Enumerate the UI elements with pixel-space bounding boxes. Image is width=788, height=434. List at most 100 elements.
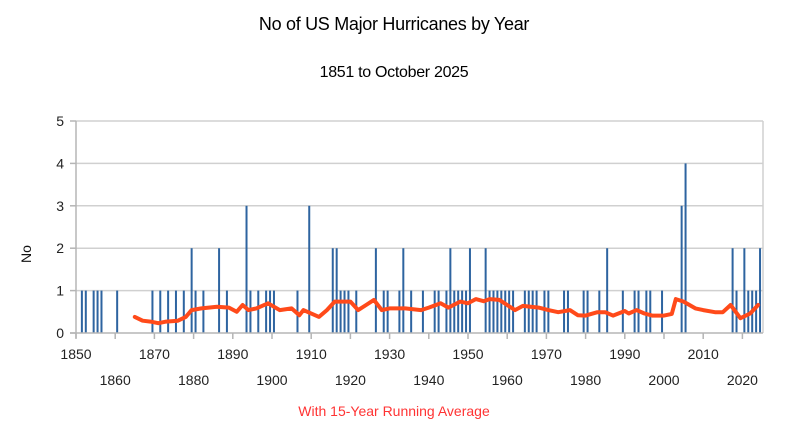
bar [335,248,338,333]
bar [116,290,119,333]
bar [151,290,154,333]
bar [527,290,530,333]
bar [421,290,424,333]
bar [484,248,487,333]
x-tick-label: 1870 [139,346,170,362]
y-tick-label: 0 [56,325,64,341]
bar [339,290,342,333]
bar [386,290,389,333]
bar [488,290,491,333]
bar [92,290,95,333]
running-average-line [132,297,761,326]
bar [457,290,460,333]
bar [257,290,260,333]
bar [437,290,440,333]
y-tick-label: 3 [56,198,64,214]
x-tick-label: 1940 [413,372,444,388]
bar [355,290,358,333]
average-series [132,297,761,326]
axes: 0 1 2 3 4 5 1850 1870 1890 1910 1930 1950 1970 1990 20… [56,113,763,388]
bar [508,290,511,333]
bar [398,290,401,333]
bar [680,205,683,333]
x-tick-label: 2000 [648,372,679,388]
bar [747,290,750,333]
y-axis-label: No [18,245,34,263]
x-tick-label: 2010 [688,346,719,362]
grid [76,120,764,333]
bar [374,248,377,333]
x-tick-label: 1950 [452,346,483,362]
x-tick-label: 1960 [492,372,523,388]
chart-title: No of US Major Hurricanes by Year [258,14,530,34]
x-tick-label: 1880 [178,372,209,388]
bar [496,290,499,333]
bar [465,290,468,333]
bar [535,290,538,333]
y-tick-label: 4 [56,155,64,171]
y-tick-label: 2 [56,240,64,256]
bar [174,290,177,333]
x-tick-label: 1990 [609,346,640,362]
bar [84,290,87,333]
bar [523,290,526,333]
bar [272,290,275,333]
bar [492,290,495,333]
x-tick-label: 1900 [256,372,287,388]
x-tick-label: 2020 [727,372,758,388]
x-tick-label: 1850 [60,346,91,362]
bar [194,290,197,333]
x-tick-label: 1970 [531,346,562,362]
x-tick-label: 1920 [335,372,366,388]
bar [649,290,652,333]
bar [661,290,664,333]
bar [684,163,687,333]
bar [225,290,228,333]
bar [331,248,334,333]
bar [755,290,758,333]
bar [445,290,448,333]
bar [382,290,385,333]
bar [606,248,609,333]
bar [249,290,252,333]
x-tick-label: 1910 [296,346,327,362]
y-tick-label: 1 [56,283,64,299]
bar [410,290,413,333]
x-tick-label: 1980 [570,372,601,388]
chart-subtitle: 1851 to October 2025 [319,64,469,81]
bar [202,290,205,333]
bar [543,290,546,333]
bar [433,290,436,333]
bar [461,290,464,333]
bar [308,205,311,333]
bar [218,248,221,333]
bar [347,290,350,333]
bar [512,290,515,333]
bar [504,290,507,333]
bar [96,290,99,333]
bar [265,290,268,333]
bar [80,290,83,333]
x-tick-label: 1860 [100,372,131,388]
x-tick-label: 1930 [374,346,405,362]
x-tick-label: 1890 [217,346,248,362]
bar [343,290,346,333]
bar [531,290,534,333]
bar [743,248,746,333]
bar [449,248,452,333]
bar-series [80,163,762,333]
bar [159,290,162,333]
bar [167,290,170,333]
y-tick-label: 5 [56,113,64,129]
bar [453,290,456,333]
chart-footnote: With 15-Year Running Average [298,403,490,419]
bar [731,248,734,333]
bar [468,248,471,333]
bar [582,290,585,333]
bar [402,248,405,333]
bar [190,248,193,333]
bar [269,290,272,333]
bar [100,290,103,333]
bar [245,205,248,333]
